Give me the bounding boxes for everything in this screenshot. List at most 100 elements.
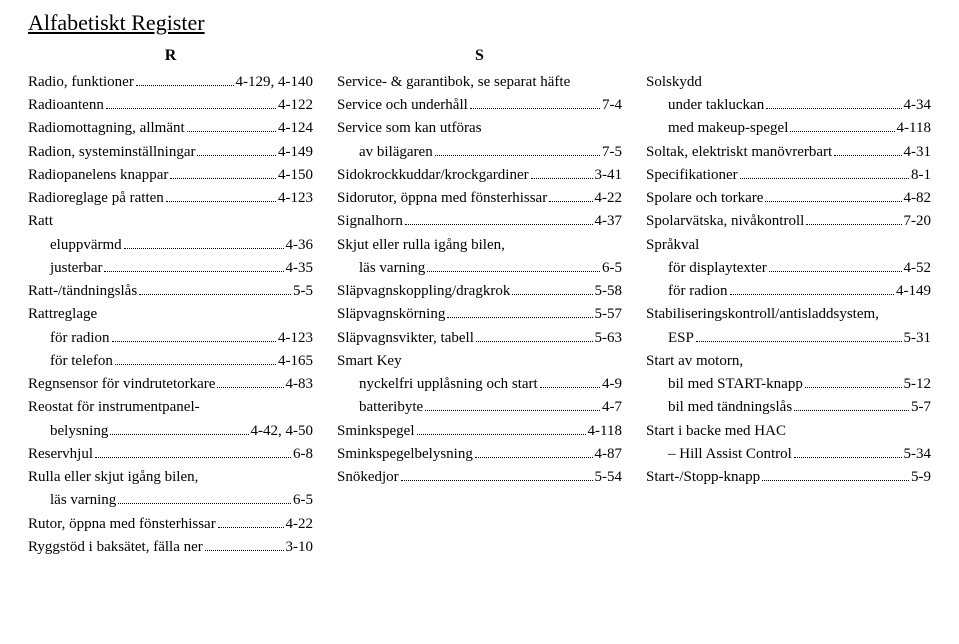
index-entry: för telefon4-165 — [28, 350, 313, 373]
entry-label: Rutor, öppna med fönsterhissar — [28, 513, 216, 536]
entry-page: 5-57 — [595, 303, 623, 326]
entry-label: ESP — [668, 327, 694, 350]
entry-label: batteribyte — [359, 396, 423, 419]
leader-dots — [512, 294, 592, 295]
index-entry: Ryggstöd i baksätet, fälla ner3-10 — [28, 536, 313, 559]
index-entry: Sminkspegelbelysning 4-87 — [337, 443, 622, 466]
leader-dots — [805, 387, 902, 388]
entry-label: Radiopanelens knappar — [28, 164, 168, 187]
leader-dots — [834, 155, 901, 156]
entry-label: för radion — [668, 280, 728, 303]
entry-page: 4-149 — [896, 280, 931, 303]
index-entry: Radioantenn4-122 — [28, 94, 313, 117]
index-entry: Radiomottagning, allmänt 4-124 — [28, 117, 313, 140]
entry-page: 4-124 — [278, 117, 313, 140]
index-entry: Språkval — [646, 234, 931, 257]
leader-dots — [104, 271, 283, 272]
entry-page: 5-54 — [595, 466, 623, 489]
index-entry: Sidorutor, öppna med fönsterhissar4-22 — [337, 187, 622, 210]
index-entry: Service som kan utföras — [337, 117, 622, 140]
entry-page: 4-83 — [286, 373, 314, 396]
index-entry: Radio, funktioner 4-129, 4-140 — [28, 71, 313, 94]
leader-dots — [447, 317, 592, 318]
leader-dots — [401, 480, 593, 481]
leader-dots — [794, 457, 902, 458]
index-entry: Spolare och torkare4-82 — [646, 187, 931, 210]
entry-page: 4-22 — [595, 187, 623, 210]
index-entry: Skjut eller rulla igång bilen, — [337, 234, 622, 257]
leader-dots — [549, 201, 592, 202]
entry-page: 4-123 — [278, 187, 313, 210]
entry-label: Radio, funktioner — [28, 71, 134, 94]
entry-label: Reservhjul — [28, 443, 93, 466]
index-entry: eluppvärmd 4-36 — [28, 234, 313, 257]
entry-label: belysning — [50, 420, 108, 443]
entry-page: 4-129, 4-140 — [236, 71, 314, 94]
entry-label: under takluckan — [668, 94, 764, 117]
entry-label: Släpvagnskörning — [337, 303, 445, 326]
entry-page: 5-5 — [293, 280, 313, 303]
entry-label: Signalhorn — [337, 210, 403, 233]
leader-dots — [139, 294, 291, 295]
index-entry: belysning4-42, 4-50 — [28, 420, 313, 443]
entry-label: bil med START-knapp — [668, 373, 803, 396]
entry-label: läs varning — [359, 257, 425, 280]
section-letter: S — [337, 44, 622, 69]
leader-dots — [794, 410, 909, 411]
index-entry: Signalhorn 4-37 — [337, 210, 622, 233]
leader-dots — [475, 457, 593, 458]
entry-label: med makeup-spegel — [668, 117, 788, 140]
index-entry: Start i backe med HAC — [646, 420, 931, 443]
leader-dots — [470, 108, 600, 109]
leader-dots — [806, 224, 901, 225]
entry-page: 4-7 — [602, 396, 622, 419]
leader-dots — [476, 341, 593, 342]
entry-page: 4-122 — [278, 94, 313, 117]
entry-page: 4-118 — [588, 420, 622, 443]
index-entry: bil med START-knapp5-12 — [646, 373, 931, 396]
entry-page: 7-5 — [602, 141, 622, 164]
entry-label: för radion — [50, 327, 110, 350]
entry-page: 4-9 — [602, 373, 622, 396]
index-entry: Ratt — [28, 210, 313, 233]
entry-page: 3-10 — [286, 536, 314, 559]
index-entry: med makeup-spegel4-118 — [646, 117, 931, 140]
leader-dots — [696, 341, 902, 342]
leader-dots — [187, 131, 276, 132]
index-entry: Service- & garantibok, se separat häfte — [337, 71, 622, 94]
entry-page: 4-34 — [904, 94, 932, 117]
entry-label: Radiomottagning, allmänt — [28, 117, 185, 140]
entry-page: 5-9 — [911, 466, 931, 489]
leader-dots — [427, 271, 600, 272]
leader-dots — [417, 434, 586, 435]
leader-dots — [217, 387, 283, 388]
entry-label: eluppvärmd — [50, 234, 122, 257]
entry-label: av bilägaren — [359, 141, 433, 164]
entry-page: 4-36 — [286, 234, 314, 257]
index-entry: Solskydd — [646, 71, 931, 94]
entry-label: nyckelfri upplåsning och start — [359, 373, 538, 396]
entry-page: 5-7 — [911, 396, 931, 419]
leader-dots — [124, 248, 284, 249]
index-entry: Reostat för instrumentpanel- — [28, 396, 313, 419]
entry-page: 4-37 — [595, 210, 623, 233]
index-entry: Sidokrockkuddar/krockgardiner3-41 — [337, 164, 622, 187]
entry-label: bil med tändningslås — [668, 396, 792, 419]
entry-label: Radion, systeminställningar — [28, 141, 195, 164]
entry-page: 7-20 — [904, 210, 932, 233]
index-entry: justerbar4-35 — [28, 257, 313, 280]
entry-page: 4-87 — [595, 443, 623, 466]
entry-label: justerbar — [50, 257, 102, 280]
entry-label: Start-/Stopp-knapp — [646, 466, 760, 489]
leader-dots — [790, 131, 894, 132]
leader-dots — [766, 108, 901, 109]
index-entry: Spolarvätska, nivåkontroll7-20 — [646, 210, 931, 233]
leader-dots — [730, 294, 894, 295]
leader-dots — [405, 224, 593, 225]
entry-page: 5-63 — [595, 327, 623, 350]
entry-label: för displaytexter — [668, 257, 767, 280]
index-entry: Ratt-/tändningslås5-5 — [28, 280, 313, 303]
entry-label: Sminkspegelbelysning — [337, 443, 473, 466]
index-entry: för displaytexter4-52 — [646, 257, 931, 280]
entry-label: Sidokrockkuddar/krockgardiner — [337, 164, 529, 187]
